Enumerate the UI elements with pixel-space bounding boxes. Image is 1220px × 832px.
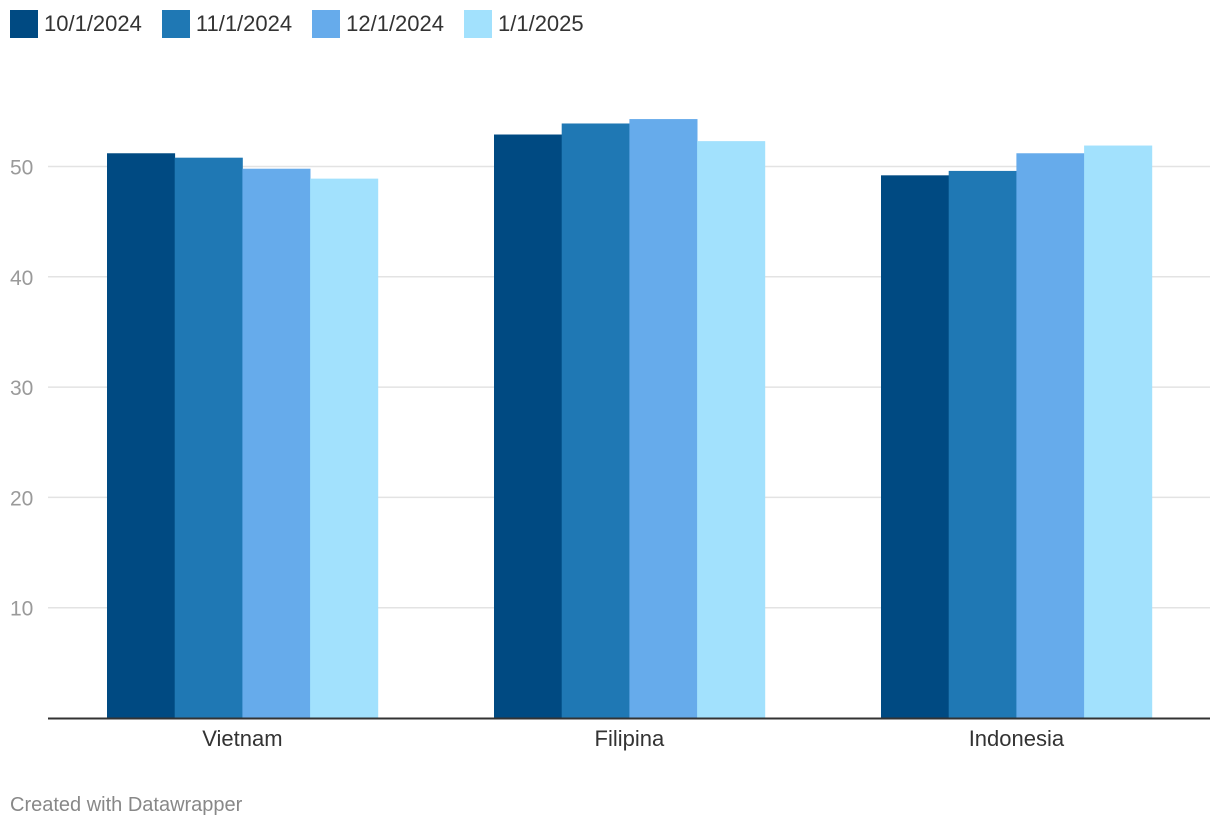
- y-tick-label: 30: [10, 377, 33, 400]
- legend-item: 12/1/2024: [312, 10, 444, 38]
- chart-legend: 10/1/2024 11/1/2024 12/1/2024 1/1/2025: [10, 9, 604, 39]
- bar: [697, 141, 766, 719]
- bar: [1016, 153, 1085, 718]
- legend-swatch: [312, 10, 341, 38]
- x-axis: Vietnam Filipina Indonesia: [48, 717, 1210, 751]
- bar: [1084, 145, 1153, 719]
- legend-label: 11/1/2024: [195, 11, 293, 36]
- bar: [310, 178, 379, 718]
- bar: [561, 123, 630, 718]
- legend-item: 10/1/2024: [10, 10, 142, 38]
- credit-text: Created with Datawrapper: [10, 794, 243, 816]
- bar: [174, 157, 243, 718]
- legend-item: 1/1/2025: [464, 10, 584, 38]
- bar: [948, 170, 1017, 719]
- bar: [107, 153, 176, 718]
- bars: [107, 119, 1153, 719]
- category-label: Indonesia: [969, 726, 1065, 751]
- category-label: Vietnam: [202, 726, 282, 751]
- legend-swatch: [464, 10, 492, 38]
- bar: [881, 175, 950, 719]
- legend-item: 11/1/2024: [161, 10, 293, 38]
- legend-swatch: [161, 10, 190, 38]
- y-tick-label: 10: [10, 598, 33, 621]
- legend-label: 1/1/2025: [498, 11, 584, 36]
- y-tick-label: 20: [10, 487, 33, 510]
- legend-swatch: [10, 10, 38, 38]
- bar: [494, 134, 563, 718]
- bar: [242, 168, 311, 718]
- y-tick-label: 50: [10, 157, 33, 180]
- y-tick-label: 40: [10, 267, 33, 290]
- legend-label: 12/1/2024: [346, 11, 444, 36]
- bar: [629, 119, 698, 719]
- legend-label: 10/1/2024: [44, 11, 142, 36]
- category-label: Filipina: [595, 726, 665, 751]
